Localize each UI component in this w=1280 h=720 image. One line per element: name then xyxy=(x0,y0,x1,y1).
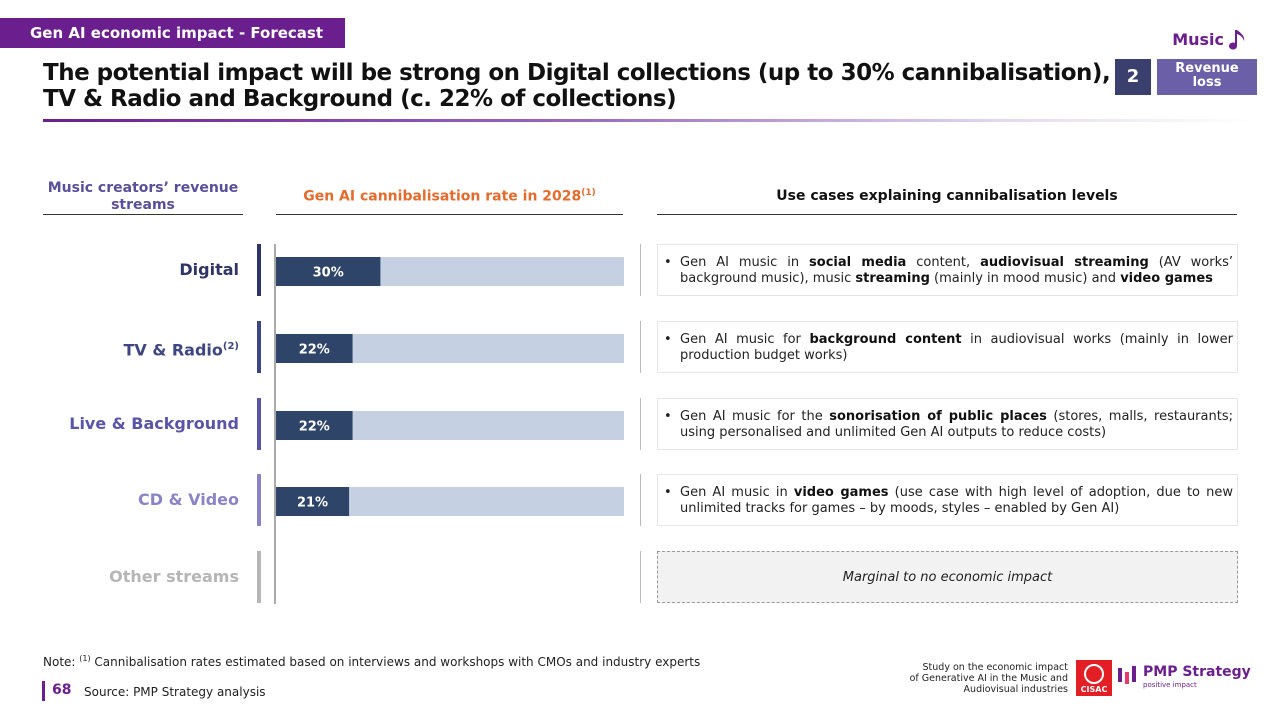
bullet-icon: • xyxy=(664,485,672,500)
row-label-note: (2) xyxy=(222,341,239,352)
section-name-badge: Revenue loss xyxy=(1157,59,1257,95)
usecase-emphasis: sonorisation of public places xyxy=(829,409,1047,424)
row-label: CD & Video xyxy=(43,490,239,510)
row-label-text: CD & Video xyxy=(138,490,239,509)
streams-header-rule xyxy=(43,214,243,215)
cannibalisation-chart: 30% 22% 22% 21% xyxy=(274,244,626,604)
badge-label-line-1: Revenue xyxy=(1175,61,1239,76)
row-accent-bar xyxy=(257,244,261,296)
row-separator xyxy=(640,244,641,296)
row-label-text: TV & Radio xyxy=(123,340,223,360)
page-title: The potential impact will be strong on D… xyxy=(43,60,1113,112)
footnote: Note: (1) Cannibalisation rates estimate… xyxy=(43,654,700,669)
study-line-3: Audiovisual industries xyxy=(963,684,1068,695)
rate-header-text: Gen AI cannibalisation rate in 2028 xyxy=(303,188,582,205)
title-line-2: TV & Radio and Background (c. 22% of col… xyxy=(43,86,677,112)
usecase-fragment: (use case with high level of adoption, d… xyxy=(680,485,1233,516)
bullet-icon: • xyxy=(664,332,672,347)
usecase-text: Gen AI music in video games (use case wi… xyxy=(680,485,1233,517)
usecase-emphasis: streaming xyxy=(855,271,930,286)
streams-column-header: Music creators’ revenue streams xyxy=(43,180,243,214)
usecase-fragment: (mainly in mood music) and xyxy=(929,271,1121,286)
usecases-column-header: Use cases explaining cannibalisation lev… xyxy=(776,188,1118,204)
cisac-logo: CISAC xyxy=(1076,660,1112,696)
row-label: Live & Background xyxy=(43,414,239,434)
page-number-accent xyxy=(42,681,45,701)
rate-header-rule xyxy=(276,214,623,215)
study-line-2: of Generative AI in the Music and xyxy=(909,673,1068,684)
usecase-fragment: in audiovisual works (mainly in lower pr… xyxy=(680,332,1234,363)
row-separator xyxy=(640,321,641,373)
bar-data-label: 21% xyxy=(297,496,328,511)
title-underline xyxy=(43,119,1253,122)
usecase-text: Gen AI music for background content in a… xyxy=(680,332,1233,364)
footnote-text: Cannibalisation rates estimated based on… xyxy=(90,655,701,669)
bar-digital xyxy=(276,257,381,286)
rate-column-header: Gen AI cannibalisation rate in 2028(1) xyxy=(276,188,623,205)
usecase-box: • Gen AI music in social media content, a… xyxy=(657,244,1238,296)
footnote-marker: (1) xyxy=(79,654,91,663)
other-usecase-box: Marginal to no economic impact xyxy=(657,551,1238,603)
bar-data-label: 30% xyxy=(313,266,344,281)
row-label: Digital xyxy=(43,260,239,280)
row-label-text: Other streams xyxy=(109,567,239,586)
row-label-text: Live & Background xyxy=(69,414,239,433)
section-label: Music xyxy=(1172,28,1246,50)
bar-data-label: 22% xyxy=(299,343,330,358)
row-label-text: Digital xyxy=(179,260,239,279)
usecase-emphasis: audiovisual streaming xyxy=(980,255,1149,270)
row-label: Other streams xyxy=(43,567,239,587)
usecase-fragment: (stores, malls, restaurants; using perso… xyxy=(680,409,1233,440)
pmp-logo-mark xyxy=(1118,666,1136,684)
usecase-fragment: (AV works’ background music), music xyxy=(680,255,1234,286)
section-name: Music xyxy=(1172,29,1224,49)
pmp-tagline: positive impact xyxy=(1143,681,1197,689)
bar-live-background xyxy=(276,411,353,440)
bullet-icon: • xyxy=(664,409,672,424)
row-label: TV & Radio(2) xyxy=(43,337,239,360)
streams-header-line-2: streams xyxy=(111,197,175,213)
study-reference: Study on the economic impact of Generati… xyxy=(890,662,1068,695)
rate-header-note: (1) xyxy=(581,188,596,198)
row-separator xyxy=(640,474,641,526)
pmp-logo: PMP Strategy xyxy=(1143,664,1251,680)
bar-data-label: 22% xyxy=(299,420,330,435)
row-separator xyxy=(640,551,641,603)
study-line-1: Study on the economic impact xyxy=(922,662,1068,673)
usecases-header-rule xyxy=(657,214,1237,215)
row-accent-bar xyxy=(257,474,261,526)
streams-header-line-1: Music creators’ revenue xyxy=(47,180,239,196)
usecase-box: • Gen AI music for the sonorisation of pu… xyxy=(657,398,1238,450)
music-note-icon xyxy=(1229,30,1245,50)
usecase-emphasis: video games xyxy=(1120,271,1213,286)
usecase-fragment: Gen AI music for xyxy=(680,332,810,347)
usecase-box: • Gen AI music in video games (use case w… xyxy=(657,474,1238,526)
page-number: 68 xyxy=(52,682,72,698)
footnote-prefix: Note: xyxy=(43,655,80,669)
usecase-emphasis: video games xyxy=(793,485,889,500)
bar-tv-radio xyxy=(276,334,353,363)
cannibalisation-bar-chart: 30% 22% 22% 21% xyxy=(274,244,624,604)
source-note: Source: PMP Strategy analysis xyxy=(84,685,266,699)
usecase-emphasis: background content xyxy=(809,332,962,347)
usecase-fragment: Gen AI music in xyxy=(680,485,794,500)
cisac-logo-text: CISAC xyxy=(1081,685,1108,694)
usecase-fragment: content, xyxy=(906,255,981,270)
row-separator xyxy=(640,398,641,450)
usecase-text: Gen AI music for the sonorisation of pub… xyxy=(680,409,1233,441)
section-number-badge: 2 xyxy=(1115,59,1151,95)
row-accent-bar xyxy=(257,398,261,450)
usecase-fragment: Gen AI music for the xyxy=(680,409,830,424)
usecase-emphasis: social media xyxy=(809,255,907,270)
bullet-icon: • xyxy=(664,255,672,270)
section-tag: Gen AI economic impact - Forecast xyxy=(0,18,345,48)
usecase-text: Gen AI music in social media content, au… xyxy=(680,255,1233,287)
bar-cd-video xyxy=(276,487,350,516)
usecase-fragment: Gen AI music in xyxy=(680,255,810,270)
row-accent-bar xyxy=(257,551,261,603)
badge-label-line-2: loss xyxy=(1192,75,1222,90)
title-line-1: The potential impact will be strong on D… xyxy=(43,60,1111,86)
usecase-box: • Gen AI music for background content in … xyxy=(657,321,1238,373)
row-accent-bar xyxy=(257,321,261,373)
